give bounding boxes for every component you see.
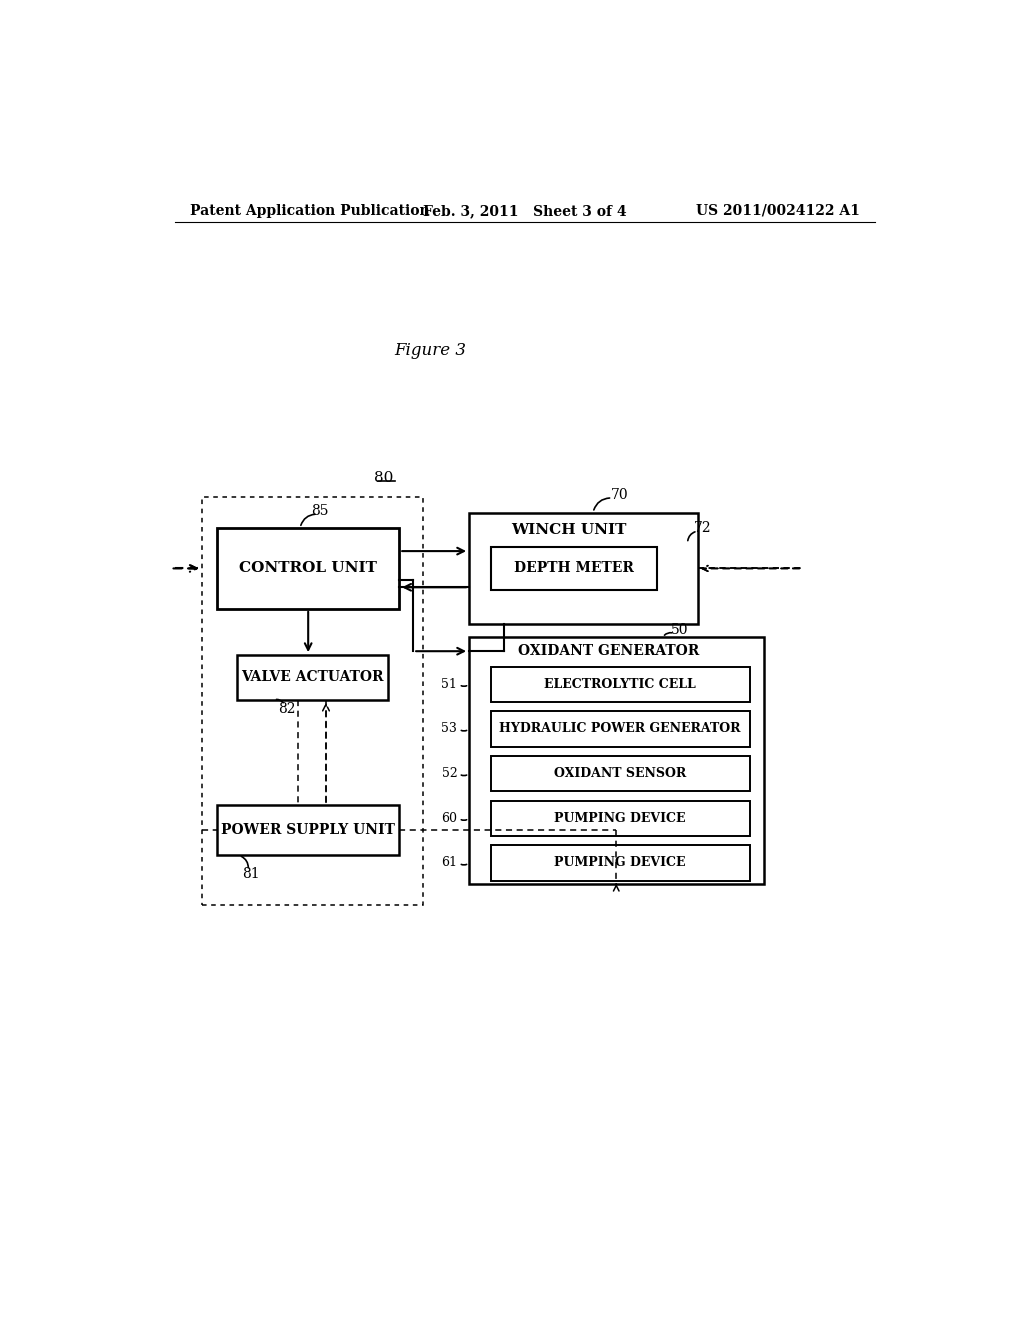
- Bar: [490, 667, 750, 702]
- Text: 51: 51: [441, 677, 458, 690]
- Text: Patent Application Publication: Patent Application Publication: [190, 203, 430, 218]
- Bar: [217, 528, 399, 609]
- Text: 80: 80: [374, 471, 393, 484]
- Text: Figure 3: Figure 3: [394, 342, 466, 359]
- Text: 61: 61: [441, 857, 458, 870]
- Bar: [469, 512, 697, 624]
- Bar: [490, 548, 657, 590]
- Text: DEPTH METER: DEPTH METER: [514, 561, 634, 576]
- Text: POWER SUPPLY UNIT: POWER SUPPLY UNIT: [221, 824, 395, 837]
- Text: 53: 53: [441, 722, 458, 735]
- Text: PUMPING DEVICE: PUMPING DEVICE: [554, 857, 686, 870]
- Text: OXIDANT SENSOR: OXIDANT SENSOR: [554, 767, 686, 780]
- Text: 70: 70: [611, 488, 629, 502]
- Text: US 2011/0024122 A1: US 2011/0024122 A1: [695, 203, 859, 218]
- Bar: [202, 498, 423, 906]
- Bar: [490, 711, 750, 747]
- Bar: [490, 800, 750, 836]
- Bar: [217, 805, 399, 855]
- Text: 72: 72: [694, 521, 712, 535]
- Text: 82: 82: [279, 702, 296, 715]
- Text: CONTROL UNIT: CONTROL UNIT: [240, 561, 377, 576]
- Text: PUMPING DEVICE: PUMPING DEVICE: [554, 812, 686, 825]
- Bar: [490, 845, 750, 880]
- Bar: [237, 655, 388, 700]
- Text: VALVE ACTUATOR: VALVE ACTUATOR: [241, 671, 383, 684]
- Text: 50: 50: [671, 623, 688, 636]
- Text: ELECTROLYTIC CELL: ELECTROLYTIC CELL: [544, 677, 696, 690]
- Text: HYDRAULIC POWER GENERATOR: HYDRAULIC POWER GENERATOR: [500, 722, 741, 735]
- Text: WINCH UNIT: WINCH UNIT: [512, 523, 627, 536]
- Text: 52: 52: [441, 767, 458, 780]
- Text: 60: 60: [441, 812, 458, 825]
- Bar: [469, 638, 764, 884]
- Text: Feb. 3, 2011   Sheet 3 of 4: Feb. 3, 2011 Sheet 3 of 4: [423, 203, 627, 218]
- Text: 85: 85: [311, 504, 329, 517]
- Text: OXIDANT GENERATOR: OXIDANT GENERATOR: [518, 644, 699, 659]
- Text: 81: 81: [242, 867, 259, 882]
- Bar: [490, 756, 750, 792]
